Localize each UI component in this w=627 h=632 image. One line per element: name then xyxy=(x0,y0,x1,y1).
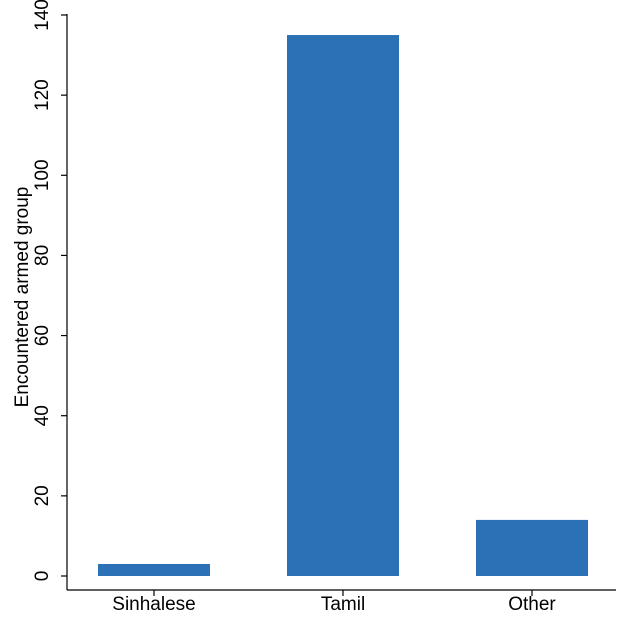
bar-sinhalese xyxy=(98,563,210,576)
bar-other xyxy=(476,519,588,576)
bar-tamil xyxy=(287,35,399,577)
y-tick-label-0: 0 xyxy=(32,571,53,582)
y-tick-label-100: 100 xyxy=(32,159,53,191)
y-axis-label: Encountered armed group xyxy=(12,187,33,408)
y-tick-label-80: 80 xyxy=(32,245,53,266)
x-tick-labels: Sinhalese Tamil Other xyxy=(112,590,556,615)
y-tick-label-20: 20 xyxy=(32,485,53,506)
bars-layer xyxy=(98,35,588,577)
y-tick-label-40: 40 xyxy=(32,405,53,426)
y-ticks: 0 20 40 60 80 100 120 140 xyxy=(32,0,67,581)
x-tick-label-tamil: Tamil xyxy=(321,594,365,615)
x-tick-label-sinhalese: Sinhalese xyxy=(112,594,195,615)
y-tick-label-60: 60 xyxy=(32,325,53,346)
y-tick-label-140: 140 xyxy=(32,0,53,31)
y-tick-label-120: 120 xyxy=(32,79,53,111)
axes-layer xyxy=(66,14,616,591)
x-tick-label-other: Other xyxy=(508,594,556,615)
